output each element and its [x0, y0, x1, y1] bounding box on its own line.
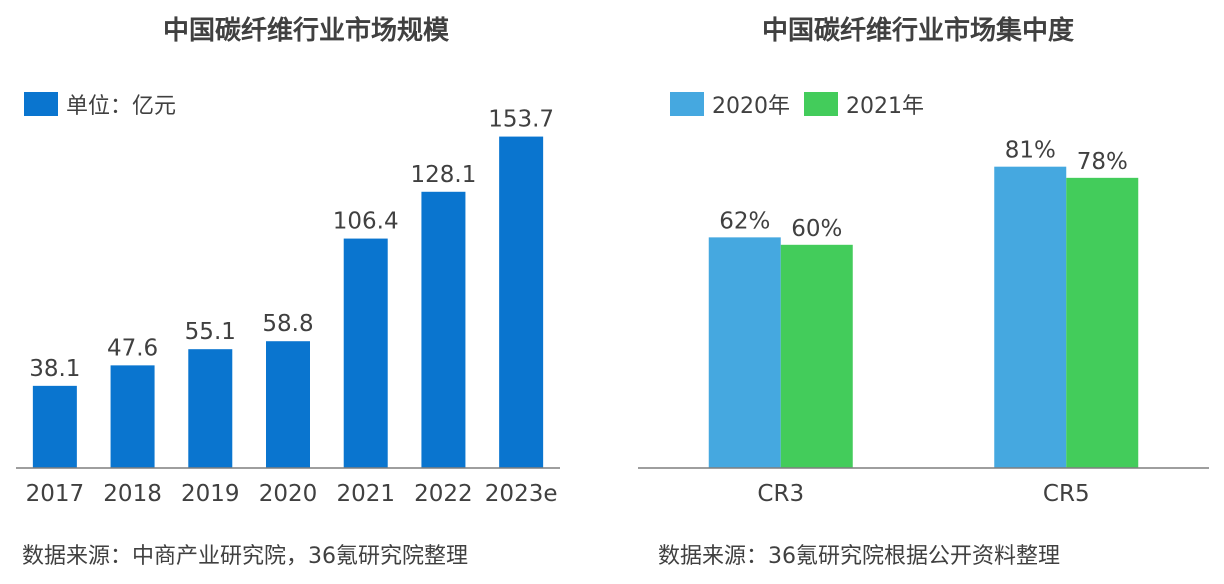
data-label: 55.1	[185, 319, 236, 345]
data-source-note: 数据来源：36氪研究院根据公开资料整理	[658, 544, 1060, 569]
legend-item: 单位：亿元	[24, 88, 176, 120]
grouped-bar-plot: 62% 60% CR3 81% 78% CR5	[638, 138, 1209, 507]
data-label: 60%	[791, 216, 842, 242]
bar	[32, 385, 77, 468]
legend-item-2020: 2020年	[670, 88, 790, 120]
x-tick-label: CR5	[1043, 481, 1090, 507]
legend-label: 2021年	[846, 94, 924, 119]
bar	[110, 365, 155, 468]
chart-title: 中国碳纤维行业市场规模	[162, 16, 449, 46]
data-label: 128.1	[410, 162, 476, 188]
bar	[994, 166, 1067, 468]
data-label: 106.4	[333, 209, 399, 235]
data-label: 47.6	[107, 335, 158, 361]
x-tick-label: 2019	[181, 481, 240, 507]
bar	[1066, 177, 1139, 468]
chart-legend: 单位：亿元	[24, 88, 176, 120]
bar-plot: 38.1 2017 47.6 2018 55.1 2019 58.8 2020 106.4 202…	[16, 107, 560, 507]
bar	[266, 341, 310, 468]
chart-title: 中国碳纤维行业市场集中度	[761, 16, 1074, 46]
bar	[343, 238, 388, 468]
data-source-note: 数据来源：中商产业研究院，36氪研究院整理	[22, 544, 468, 569]
x-tick-label: 2022	[414, 481, 473, 507]
data-label: 38.1	[29, 356, 80, 382]
x-tick-label: 2023e	[485, 481, 558, 507]
bar	[421, 191, 466, 469]
data-label: 81%	[1005, 138, 1056, 164]
bar	[780, 244, 853, 468]
legend-swatch	[670, 92, 704, 116]
market-size-chart: 中国碳纤维行业市场规模 单位：亿元 38.1 2017 47.6 2018 55.1 20…	[16, 16, 560, 569]
legend-label: 2020年	[712, 94, 790, 119]
data-label: 58.8	[262, 311, 313, 337]
chart-legend: 2020年 2021年	[670, 88, 924, 120]
data-label: 62%	[719, 208, 770, 234]
legend-item-2021: 2021年	[804, 88, 924, 120]
x-tick-label: 2021	[336, 481, 395, 507]
legend-swatch	[804, 92, 838, 116]
x-tick-label: 2020	[259, 481, 318, 507]
x-tick-label: CR3	[757, 481, 804, 507]
x-tick-label: 2018	[103, 481, 162, 507]
bar	[499, 136, 544, 468]
bar	[708, 237, 781, 468]
data-label: 78%	[1077, 149, 1128, 175]
concentration-chart: 中国碳纤维行业市场集中度 2020年 2021年 62% 60% CR3 81% 78%…	[612, 0, 1224, 584]
data-label: 153.7	[488, 107, 554, 133]
bar	[188, 349, 233, 468]
x-tick-label: 2017	[26, 481, 85, 507]
legend-label: 单位：亿元	[66, 94, 177, 119]
legend-swatch	[24, 92, 58, 116]
